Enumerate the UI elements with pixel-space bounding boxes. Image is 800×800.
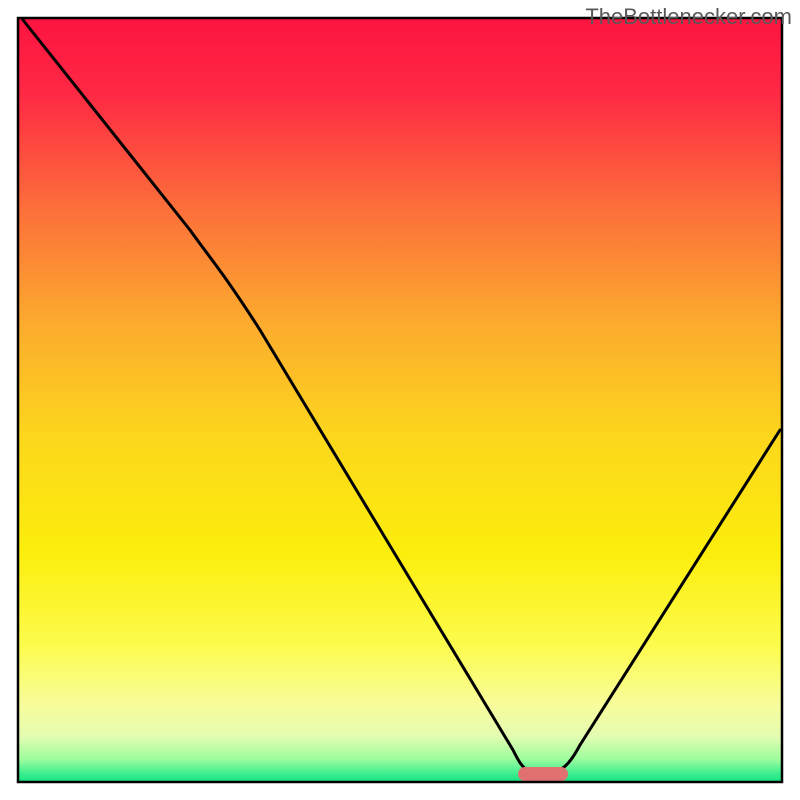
chart-container: TheBottlenecker.com [0, 0, 800, 800]
optimal-marker [518, 767, 568, 781]
gradient-background [18, 18, 782, 782]
watermark-text: TheBottlenecker.com [585, 4, 792, 30]
bottleneck-chart [0, 0, 800, 800]
